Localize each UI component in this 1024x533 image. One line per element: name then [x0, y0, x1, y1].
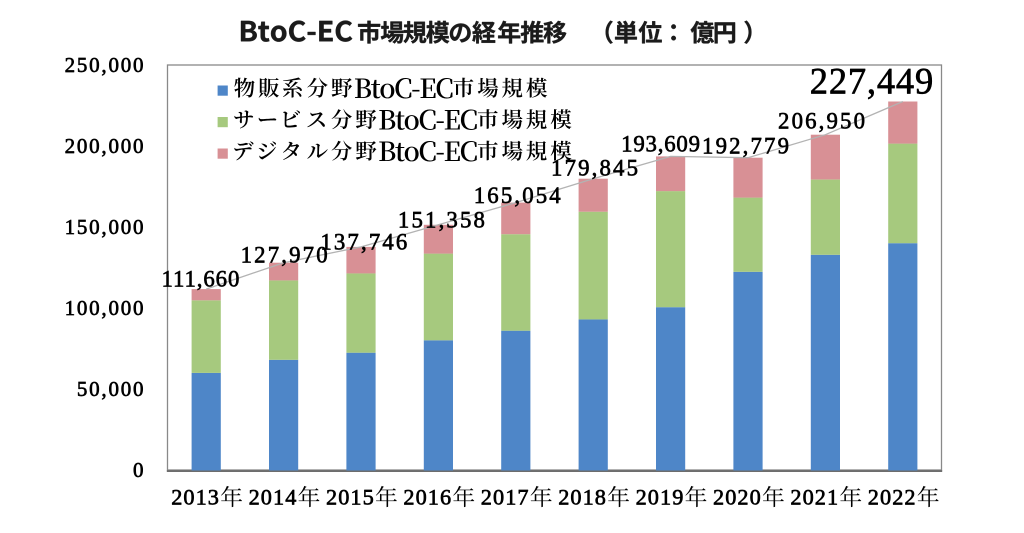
- svg-text:50,000: 50,000: [77, 377, 145, 401]
- svg-text:2013: 2013: [171, 484, 220, 509]
- svg-text:151,358: 151,358: [398, 207, 487, 232]
- svg-text:2016: 2016: [403, 484, 452, 509]
- svg-text:200,000: 200,000: [65, 134, 146, 158]
- svg-text:2015: 2015: [326, 484, 375, 509]
- svg-text:193,609: 193,609: [621, 132, 701, 157]
- svg-text:2021: 2021: [790, 484, 839, 509]
- svg-text:2014: 2014: [249, 484, 298, 509]
- svg-text:192,779: 192,779: [702, 134, 791, 159]
- svg-text:165,054: 165,054: [474, 183, 563, 208]
- svg-text:111,660: 111,660: [162, 266, 241, 291]
- svg-text:2020: 2020: [713, 484, 762, 509]
- svg-text:150,000: 150,000: [65, 215, 146, 239]
- svg-text:179,845: 179,845: [551, 156, 640, 181]
- svg-text:0: 0: [133, 458, 145, 482]
- svg-text:206,950: 206,950: [778, 109, 867, 134]
- svg-text:250,000: 250,000: [65, 53, 146, 77]
- svg-text:137,746: 137,746: [320, 230, 409, 255]
- svg-text:2022: 2022: [868, 484, 917, 509]
- svg-text:127,970: 127,970: [241, 243, 330, 268]
- svg-text:2017: 2017: [481, 484, 530, 509]
- svg-text:2018: 2018: [558, 484, 607, 509]
- svg-text:227,449: 227,449: [810, 61, 934, 102]
- svg-text:100,000: 100,000: [65, 296, 146, 320]
- svg-text:2019: 2019: [636, 484, 685, 509]
